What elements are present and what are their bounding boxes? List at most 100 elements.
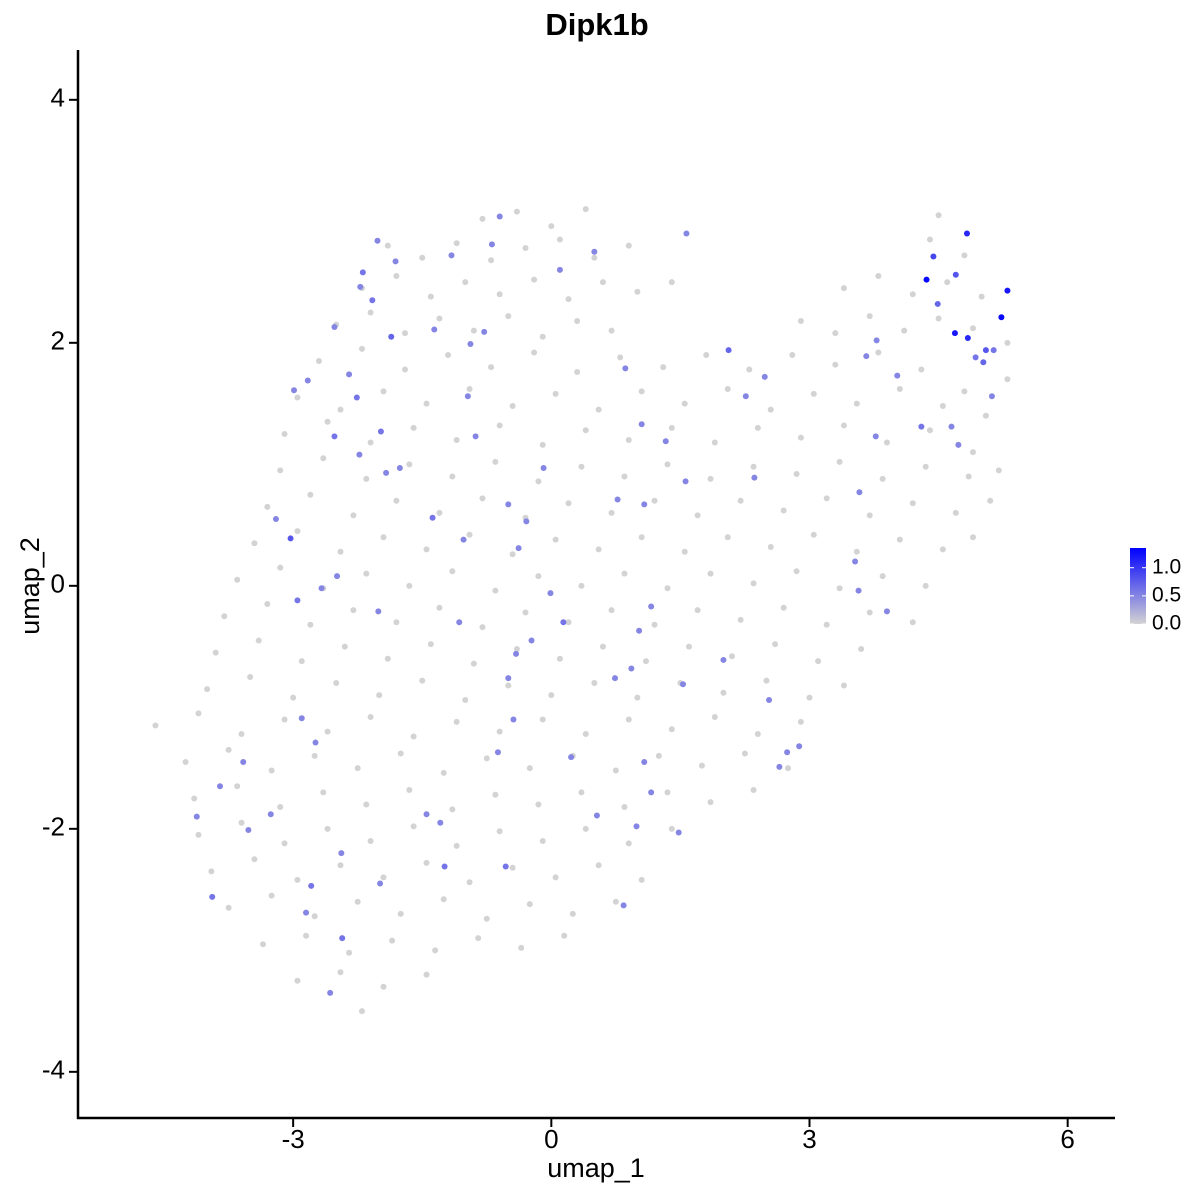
point — [267, 811, 274, 818]
point — [642, 658, 649, 665]
point — [565, 296, 572, 303]
point — [441, 863, 448, 870]
point — [238, 731, 245, 738]
point — [965, 473, 972, 480]
point — [324, 418, 331, 425]
point — [780, 604, 787, 611]
point — [720, 689, 727, 696]
point — [754, 731, 761, 738]
point — [668, 279, 675, 286]
point — [840, 682, 847, 689]
point — [492, 458, 499, 465]
point — [354, 898, 361, 905]
point — [304, 377, 311, 384]
point — [264, 503, 271, 510]
point — [698, 762, 705, 769]
point — [496, 728, 503, 735]
point — [909, 500, 916, 507]
point — [1004, 287, 1011, 294]
point — [375, 608, 382, 615]
point — [832, 361, 839, 368]
point — [638, 388, 645, 395]
point — [896, 536, 903, 543]
point — [681, 400, 688, 407]
point — [526, 765, 533, 772]
point — [784, 749, 791, 756]
point — [729, 653, 736, 660]
point — [840, 285, 847, 292]
point — [505, 313, 512, 320]
point — [393, 272, 400, 279]
point — [397, 750, 404, 757]
point — [591, 680, 598, 687]
point — [539, 837, 546, 844]
point — [363, 475, 370, 482]
color-tick-label: 0.0 — [1152, 612, 1181, 635]
point — [879, 573, 886, 580]
point — [488, 364, 495, 371]
point — [948, 423, 955, 430]
point — [595, 862, 602, 869]
point — [1004, 339, 1011, 346]
point — [763, 677, 770, 684]
point — [354, 765, 361, 772]
point — [970, 534, 977, 541]
point — [307, 491, 314, 498]
point — [552, 874, 559, 881]
point — [494, 749, 501, 756]
point — [396, 464, 403, 471]
point — [419, 254, 426, 261]
point — [287, 535, 294, 542]
point — [853, 548, 860, 555]
point — [574, 368, 581, 375]
point — [350, 607, 357, 614]
point — [872, 433, 879, 440]
point — [260, 941, 267, 948]
point — [509, 551, 516, 558]
point — [664, 585, 671, 592]
color-tick-label: 1.0 — [1152, 555, 1181, 578]
point — [578, 789, 585, 796]
point — [397, 910, 404, 917]
point — [634, 694, 641, 701]
point — [797, 317, 804, 324]
point — [358, 1008, 365, 1015]
point — [251, 856, 258, 863]
point — [470, 327, 477, 334]
point — [367, 837, 374, 844]
point — [195, 710, 202, 717]
point — [810, 531, 817, 538]
point — [995, 467, 1002, 474]
point — [440, 896, 447, 903]
point — [952, 509, 959, 516]
point — [152, 722, 159, 729]
x-tick-label: 6 — [1060, 1124, 1074, 1154]
point — [427, 293, 434, 300]
point — [796, 743, 803, 750]
point — [935, 212, 942, 219]
point — [875, 272, 882, 279]
point — [883, 439, 890, 446]
point — [638, 534, 645, 541]
point — [515, 545, 522, 552]
point — [963, 230, 970, 237]
point — [363, 801, 370, 808]
point — [193, 813, 200, 820]
point — [488, 257, 495, 264]
point — [858, 646, 865, 653]
point — [431, 326, 438, 333]
point — [970, 449, 977, 456]
point — [528, 637, 535, 644]
point — [221, 613, 228, 620]
y-tick-label: 0 — [51, 569, 65, 599]
point — [406, 786, 413, 793]
point — [449, 473, 456, 480]
point — [742, 393, 749, 400]
point — [479, 215, 486, 222]
point — [406, 461, 413, 468]
point — [793, 471, 800, 478]
point — [307, 621, 314, 628]
point — [582, 731, 589, 738]
point — [707, 799, 714, 806]
